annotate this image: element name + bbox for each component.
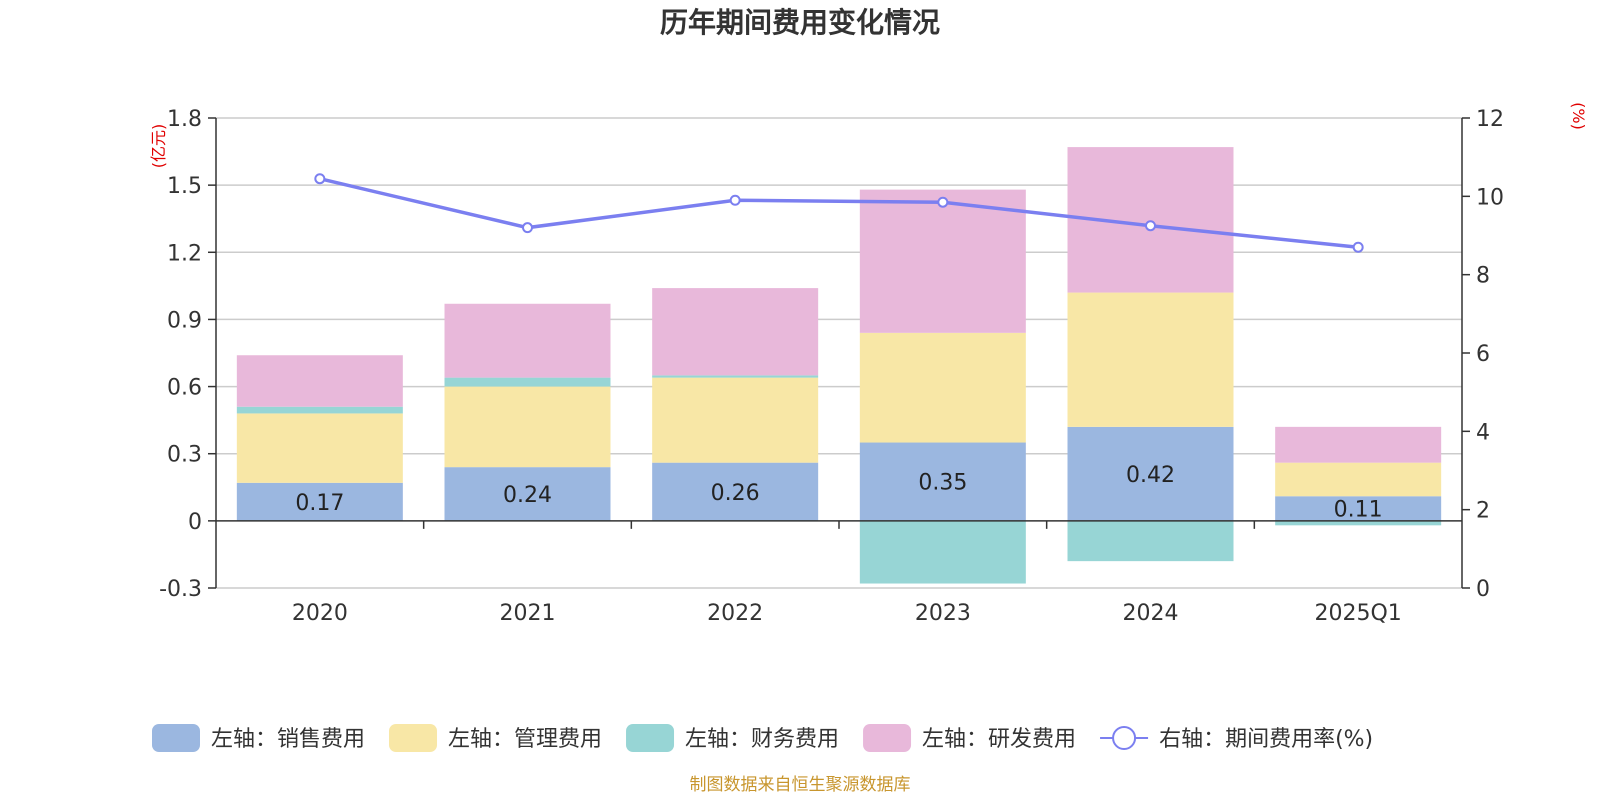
legend-swatch [863, 724, 912, 752]
rate-point [314, 173, 326, 185]
right-tick-label: 4 [1476, 420, 1490, 445]
rate-point [729, 194, 741, 206]
legend-swatch [626, 724, 675, 752]
category-label: 2024 [1123, 601, 1179, 626]
right-tick-label: 12 [1476, 107, 1504, 132]
left-tick-label: 1.5 [167, 174, 202, 199]
right-tick-label: 10 [1476, 185, 1504, 210]
bar-segment [859, 332, 1026, 443]
category-label: 2021 [500, 601, 556, 626]
bar-segment [652, 288, 819, 376]
left-tick-label: -0.3 [159, 577, 202, 602]
data-label: 0.17 [295, 491, 344, 516]
bar-segment [444, 303, 611, 378]
legend-swatch [152, 724, 200, 752]
left-tick-label: 0 [188, 510, 202, 535]
bar-segment [859, 442, 1026, 521]
bar-segment [236, 355, 403, 407]
data-label: 0.11 [1334, 498, 1383, 523]
legend-item: 左轴：销售费用 [152, 724, 365, 752]
bar-segment [859, 520, 1026, 584]
data-label: 0.35 [918, 471, 967, 496]
data-label: 0.42 [1126, 463, 1175, 488]
left-tick-label: 1.2 [167, 241, 202, 266]
legend: 左轴：销售费用 左轴：管理费用 左轴：财务费用 左轴：研发费用 右轴：期间费用率(%) [152, 724, 1373, 752]
left-tick-label: 1.8 [167, 107, 202, 132]
legend-item: 左轴：研发费用 [863, 724, 1076, 752]
legend-marker-swatch [1112, 726, 1137, 750]
legend-item: 左轴：财务费用 [626, 724, 839, 752]
legend-item: 左轴：管理费用 [389, 724, 602, 752]
legend-label: 左轴：财务费用 [685, 727, 839, 752]
category-label: 2020 [292, 601, 348, 626]
rate-point [1145, 220, 1156, 232]
right-axis-unit: (%) [1569, 102, 1588, 130]
chart-title: 历年期间费用变化情况 [660, 6, 940, 39]
bar-segment [1275, 426, 1442, 463]
bar-segment [1275, 496, 1442, 521]
left-tick-label: 0.6 [167, 376, 202, 401]
right-tick-label: 6 [1476, 342, 1490, 367]
legend-label: 左轴：管理费用 [448, 727, 602, 752]
right-tick-label: 8 [1476, 264, 1490, 289]
category-label: 2023 [915, 601, 971, 626]
bar-segment [444, 386, 611, 468]
right-tick-label: 0 [1476, 577, 1490, 602]
bar-segment [652, 375, 819, 378]
bar-segment [1275, 462, 1442, 497]
rate-point [522, 222, 533, 234]
rate-line [314, 173, 1364, 253]
bar-segment [1067, 292, 1234, 427]
data-label: 0.24 [503, 483, 552, 508]
legend-label: 左轴：销售费用 [211, 727, 365, 752]
data-labels: 0.17 0.24 0.26 0.35 0.42 0.11 [295, 463, 1382, 523]
bar-segment [444, 377, 611, 387]
bar-segment [1067, 520, 1234, 562]
bar-segment [236, 482, 403, 521]
bar-segment [652, 462, 819, 521]
legend-label: 右轴：期间费用率(%) [1159, 727, 1373, 752]
legend-label: 左轴：研发费用 [922, 727, 1076, 752]
data-label: 0.26 [711, 481, 760, 506]
rate-point [937, 196, 949, 208]
bar-segment [236, 413, 403, 483]
right-tick-label: 2 [1476, 499, 1490, 524]
rate-line-path [319, 177, 1359, 249]
left-tick-label: 0.9 [167, 308, 202, 333]
bar-segment [236, 406, 403, 414]
legend-swatch [389, 724, 438, 752]
bar-segment [1067, 426, 1234, 521]
bar-segment [444, 467, 611, 521]
left-axis-unit: (亿元) [149, 124, 168, 169]
category-label: 2022 [707, 601, 763, 626]
rate-point [1352, 241, 1364, 253]
category-label: 2025Q1 [1315, 601, 1402, 626]
axes: -0.3 0 0.3 0.6 0.9 1.2 1.5 1.8 0 2 4 6 8 10 12 2020 2021… [159, 107, 1504, 626]
bar-segment [652, 377, 819, 463]
bar-segment [859, 189, 1026, 333]
legend-item: 右轴：期间费用率(%) [1100, 726, 1373, 752]
bars [236, 147, 1442, 584]
bar-segment [1275, 520, 1442, 526]
left-tick-label: 0.3 [167, 443, 202, 468]
source-note: 制图数据来自恒生聚源数据库 [690, 775, 911, 795]
grid [216, 117, 1462, 589]
